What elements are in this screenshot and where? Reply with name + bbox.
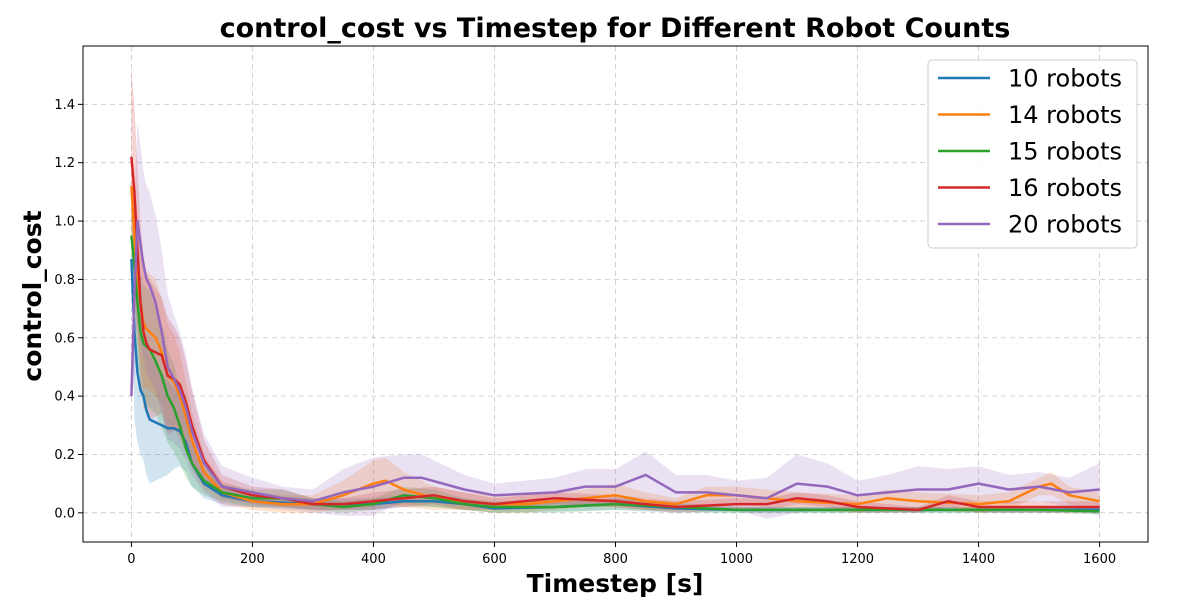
- series-line: [130, 219, 1100, 503]
- x-tick-label: 600: [482, 552, 507, 567]
- chart-title: control_cost vs Timestep for Different R…: [220, 13, 1011, 44]
- legend-label: 10 robots: [1008, 65, 1122, 93]
- x-tick-label: 800: [603, 552, 628, 567]
- legend-items: 10 robots 14 robots 15 robots 16 robots 20 r…: [938, 65, 1122, 239]
- y-tick-label: 0.2: [54, 448, 75, 463]
- legend-label: 20 robots: [1008, 211, 1122, 239]
- x-tick-label: 400: [361, 552, 386, 567]
- series-band: [131, 121, 1100, 519]
- y-tick-label: 0.0: [54, 506, 75, 521]
- y-tick-label: 1.0: [54, 215, 75, 230]
- series-line: [130, 156, 1100, 512]
- tick-layer: 0 200 400 600 800 1000 1200 1400 1600 0.0 0.2 0.4 0.…: [54, 98, 1116, 567]
- line-layer: [130, 156, 1100, 513]
- x-tick-label: 1200: [841, 552, 874, 567]
- x-axis-label: Timestep [s]: [527, 569, 704, 598]
- legend-frame: [927, 59, 1138, 249]
- x-tick-label: 1400: [962, 552, 995, 567]
- legend-label: 14 robots: [1008, 101, 1122, 129]
- y-tick-label: 1.4: [54, 98, 75, 113]
- legend-label: 16 robots: [1008, 174, 1122, 202]
- legend-label: 15 robots: [1008, 138, 1122, 166]
- series-band: [131, 206, 1100, 515]
- y-tick-label: 0.8: [54, 273, 75, 288]
- x-tick-label: 200: [240, 552, 265, 567]
- y-tick-label: 0.6: [54, 331, 75, 346]
- x-tick-label: 1600: [1083, 552, 1116, 567]
- x-tick-label: 0: [127, 552, 135, 567]
- y-tick-label: 1.2: [54, 156, 75, 171]
- band-layer: [131, 69, 1100, 519]
- series-line: [130, 185, 1100, 506]
- x-tick-label: 1000: [720, 552, 753, 567]
- legend: 10 robots 14 robots 15 robots 16 robots 20 r…: [927, 59, 1138, 249]
- y-tick-label: 0.4: [54, 390, 75, 405]
- y-axis-label: control_cost: [18, 210, 47, 381]
